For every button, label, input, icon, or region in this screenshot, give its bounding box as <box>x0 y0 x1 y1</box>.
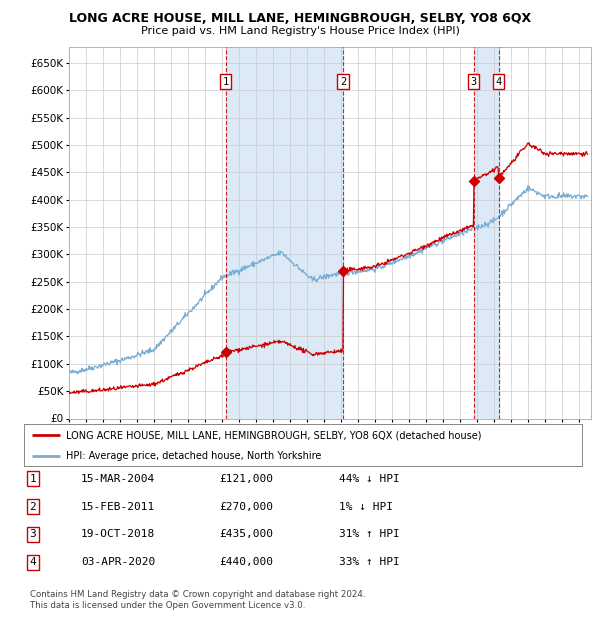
Text: £270,000: £270,000 <box>219 502 273 512</box>
Text: 1: 1 <box>29 474 37 484</box>
Text: LONG ACRE HOUSE, MILL LANE, HEMINGBROUGH, SELBY, YO8 6QX: LONG ACRE HOUSE, MILL LANE, HEMINGBROUGH… <box>69 12 531 25</box>
Text: 3: 3 <box>470 77 477 87</box>
Bar <box>226 46 343 419</box>
Text: 31% ↑ HPI: 31% ↑ HPI <box>339 529 400 539</box>
Text: 15-MAR-2004: 15-MAR-2004 <box>81 474 155 484</box>
Text: 19-OCT-2018: 19-OCT-2018 <box>81 529 155 539</box>
Text: 1% ↓ HPI: 1% ↓ HPI <box>339 502 393 512</box>
Text: Price paid vs. HM Land Registry's House Price Index (HPI): Price paid vs. HM Land Registry's House … <box>140 26 460 36</box>
Text: HPI: Average price, detached house, North Yorkshire: HPI: Average price, detached house, Nort… <box>66 451 321 461</box>
Bar <box>473 46 499 419</box>
Text: £440,000: £440,000 <box>219 557 273 567</box>
Text: LONG ACRE HOUSE, MILL LANE, HEMINGBROUGH, SELBY, YO8 6QX (detached house): LONG ACRE HOUSE, MILL LANE, HEMINGBROUGH… <box>66 430 481 440</box>
Text: 44% ↓ HPI: 44% ↓ HPI <box>339 474 400 484</box>
Text: £121,000: £121,000 <box>219 474 273 484</box>
Text: 03-APR-2020: 03-APR-2020 <box>81 557 155 567</box>
Text: 1: 1 <box>223 77 229 87</box>
Text: 2: 2 <box>29 502 37 512</box>
Text: 3: 3 <box>29 529 37 539</box>
Text: 2: 2 <box>340 77 346 87</box>
Text: Contains HM Land Registry data © Crown copyright and database right 2024.
This d: Contains HM Land Registry data © Crown c… <box>30 590 365 609</box>
Text: 4: 4 <box>29 557 37 567</box>
Text: £435,000: £435,000 <box>219 529 273 539</box>
Text: 15-FEB-2011: 15-FEB-2011 <box>81 502 155 512</box>
Text: 4: 4 <box>496 77 502 87</box>
Text: 33% ↑ HPI: 33% ↑ HPI <box>339 557 400 567</box>
